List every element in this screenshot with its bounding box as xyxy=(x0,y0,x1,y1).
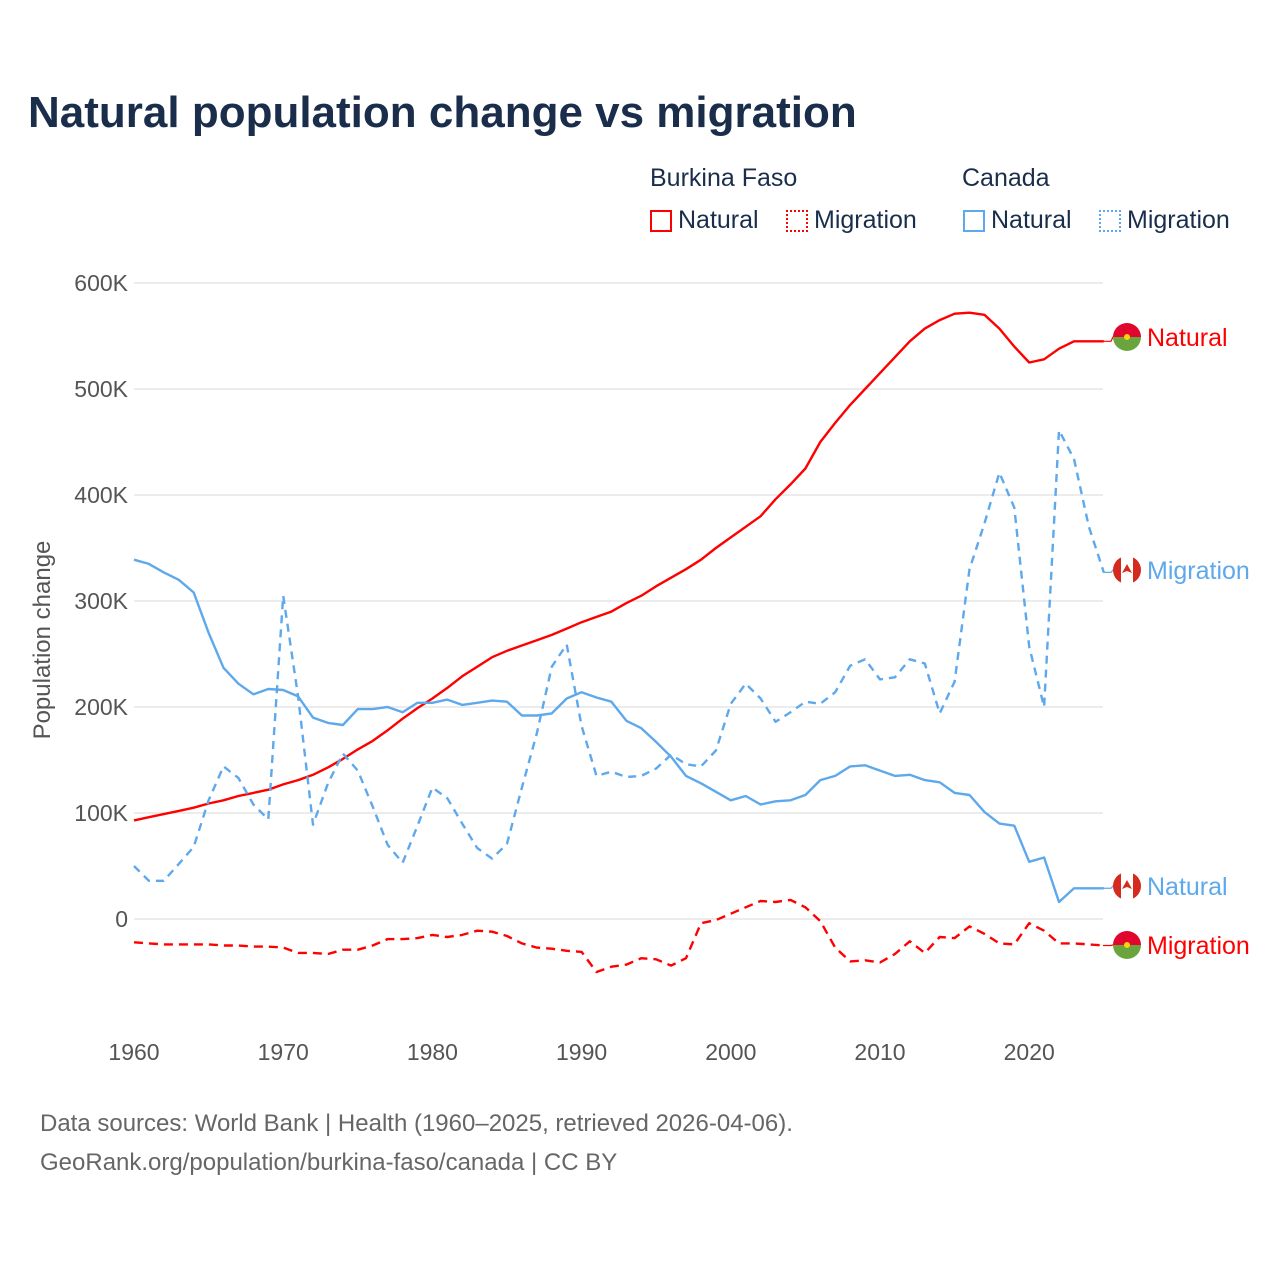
legend-label: Migration xyxy=(814,206,917,234)
end-label: Migration xyxy=(1147,557,1250,585)
y-tick-label: 400K xyxy=(74,482,128,508)
y-tick-label: 200K xyxy=(74,694,128,720)
legend-swatch xyxy=(963,209,985,232)
legend-swatch xyxy=(1099,209,1121,232)
y-axis-label: Population change xyxy=(29,541,56,740)
burkina-faso-flag-icon xyxy=(1113,931,1141,959)
x-tick-label: 1970 xyxy=(258,1039,309,1065)
x-tick-label: 1960 xyxy=(108,1039,159,1065)
end-label: Natural xyxy=(1147,873,1228,901)
x-tick-label: 1990 xyxy=(556,1039,607,1065)
y-tick-label: 300K xyxy=(74,588,128,614)
x-tick-label: 2020 xyxy=(1004,1039,1055,1065)
end-label: Natural xyxy=(1147,324,1228,352)
y-tick-label: 100K xyxy=(74,800,128,826)
legend-item-ca-natural[interactable]: Natural xyxy=(963,206,1072,235)
series-line-canada-migration xyxy=(133,429,1105,882)
y-tick-label: 0 xyxy=(115,906,128,932)
legend-label: Natural xyxy=(991,206,1072,234)
chart-title: Natural population change vs migration xyxy=(28,88,857,137)
series-line-burkina-faso-natural xyxy=(133,311,1104,822)
legend-label: Migration xyxy=(1127,206,1230,234)
legend-item-bf-natural[interactable]: Natural xyxy=(650,206,759,235)
legend-swatch xyxy=(650,209,672,232)
footer-source: Data sources: World Bank | Health (1960–… xyxy=(40,1110,793,1137)
footer-url[interactable]: GeoRank.org/population/burkina-faso/cana… xyxy=(40,1149,618,1176)
x-tick-label: 2000 xyxy=(705,1039,756,1065)
legend-item-ca-migration[interactable]: Migration xyxy=(1099,206,1230,235)
legend-group-canada: Canada xyxy=(962,164,1050,192)
series-line-canada-natural xyxy=(133,558,1104,904)
y-tick-label: 500K xyxy=(74,376,128,402)
end-label: Migration xyxy=(1147,932,1250,960)
x-tick-label: 1980 xyxy=(407,1039,458,1065)
legend-swatch xyxy=(786,209,808,232)
legend-item-bf-migration[interactable]: Migration xyxy=(786,206,917,235)
canada-flag-icon xyxy=(1113,872,1141,900)
series-line-burkina-faso-migration xyxy=(133,898,1104,974)
y-tick-label: 600K xyxy=(74,270,128,296)
legend-label: Natural xyxy=(678,206,759,234)
burkina-faso-flag-icon xyxy=(1113,323,1141,351)
legend-group-burkina-faso: Burkina Faso xyxy=(650,164,798,192)
x-tick-label: 2010 xyxy=(854,1039,905,1065)
canada-flag-icon xyxy=(1113,556,1141,584)
